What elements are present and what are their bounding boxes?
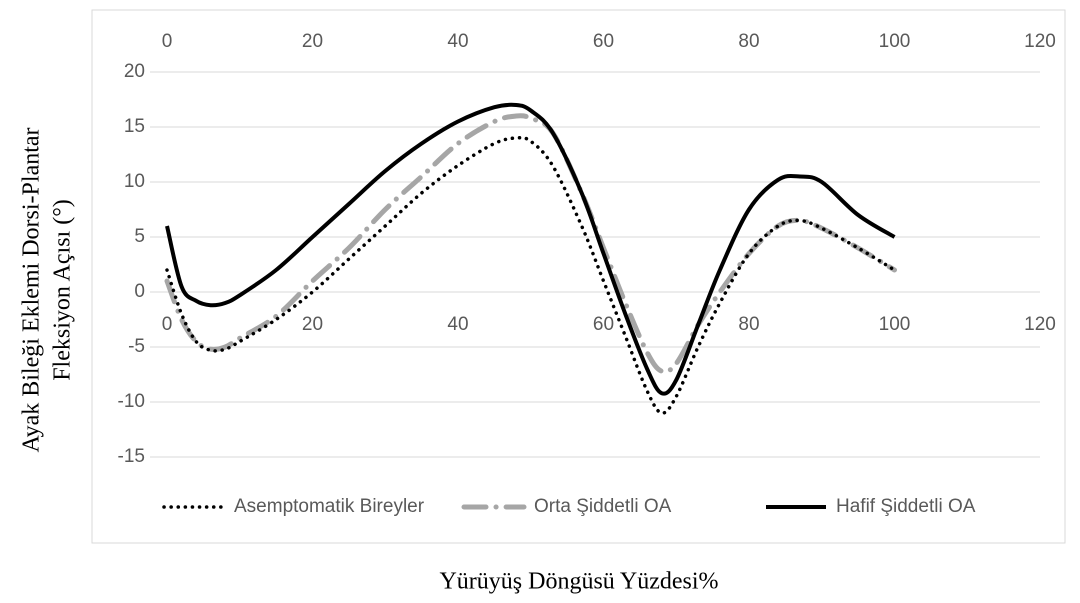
line-series: [165, 102, 896, 396]
x-tick-label: 80: [738, 314, 759, 335]
y-tick-label: 10: [124, 171, 145, 192]
x-axis-label: Yürüyüş Döngüsü Yüzdesi%: [439, 569, 718, 595]
x-tick-label: 20: [302, 31, 323, 52]
y-tick-label: 15: [124, 116, 145, 137]
x-tick-label: 60: [593, 31, 614, 52]
y-tick-label: 5: [134, 226, 145, 247]
x-tick-label: 80: [738, 31, 759, 52]
y-axis-label: Fleksiyon Açısı (°): [50, 199, 76, 381]
x-tick-label: 120: [1024, 31, 1056, 52]
x-tick-label: 40: [447, 314, 468, 335]
line-series: [165, 135, 897, 415]
x-tick-label: 100: [879, 31, 911, 52]
y-tick-label: -5: [128, 336, 145, 357]
y-tick-label: -15: [118, 446, 145, 467]
legend-label: Orta Şiddetli OA: [534, 496, 672, 517]
y-tick-label: -10: [118, 391, 145, 412]
legend-label: Asemptomatik Bireyler: [234, 496, 425, 517]
x-tick-label: 0: [162, 314, 173, 335]
x-tick-label: 40: [447, 31, 468, 52]
legend-label: Hafif Şiddetli OA: [836, 496, 976, 517]
y-tick-label: 20: [124, 61, 145, 82]
x-tick-label: 0: [162, 31, 173, 52]
chart-border: [91, 9, 1066, 544]
x-tick-label: 100: [879, 314, 911, 335]
line-series: [164, 113, 897, 375]
y-axis-label: Ayak Bileği Eklemi Dorsi-Plantar: [19, 127, 45, 452]
x-tick-label: 60: [593, 314, 614, 335]
y-tick-label: 0: [134, 281, 145, 302]
x-tick-label: 20: [302, 314, 323, 335]
x-tick-label: 120: [1024, 314, 1056, 335]
